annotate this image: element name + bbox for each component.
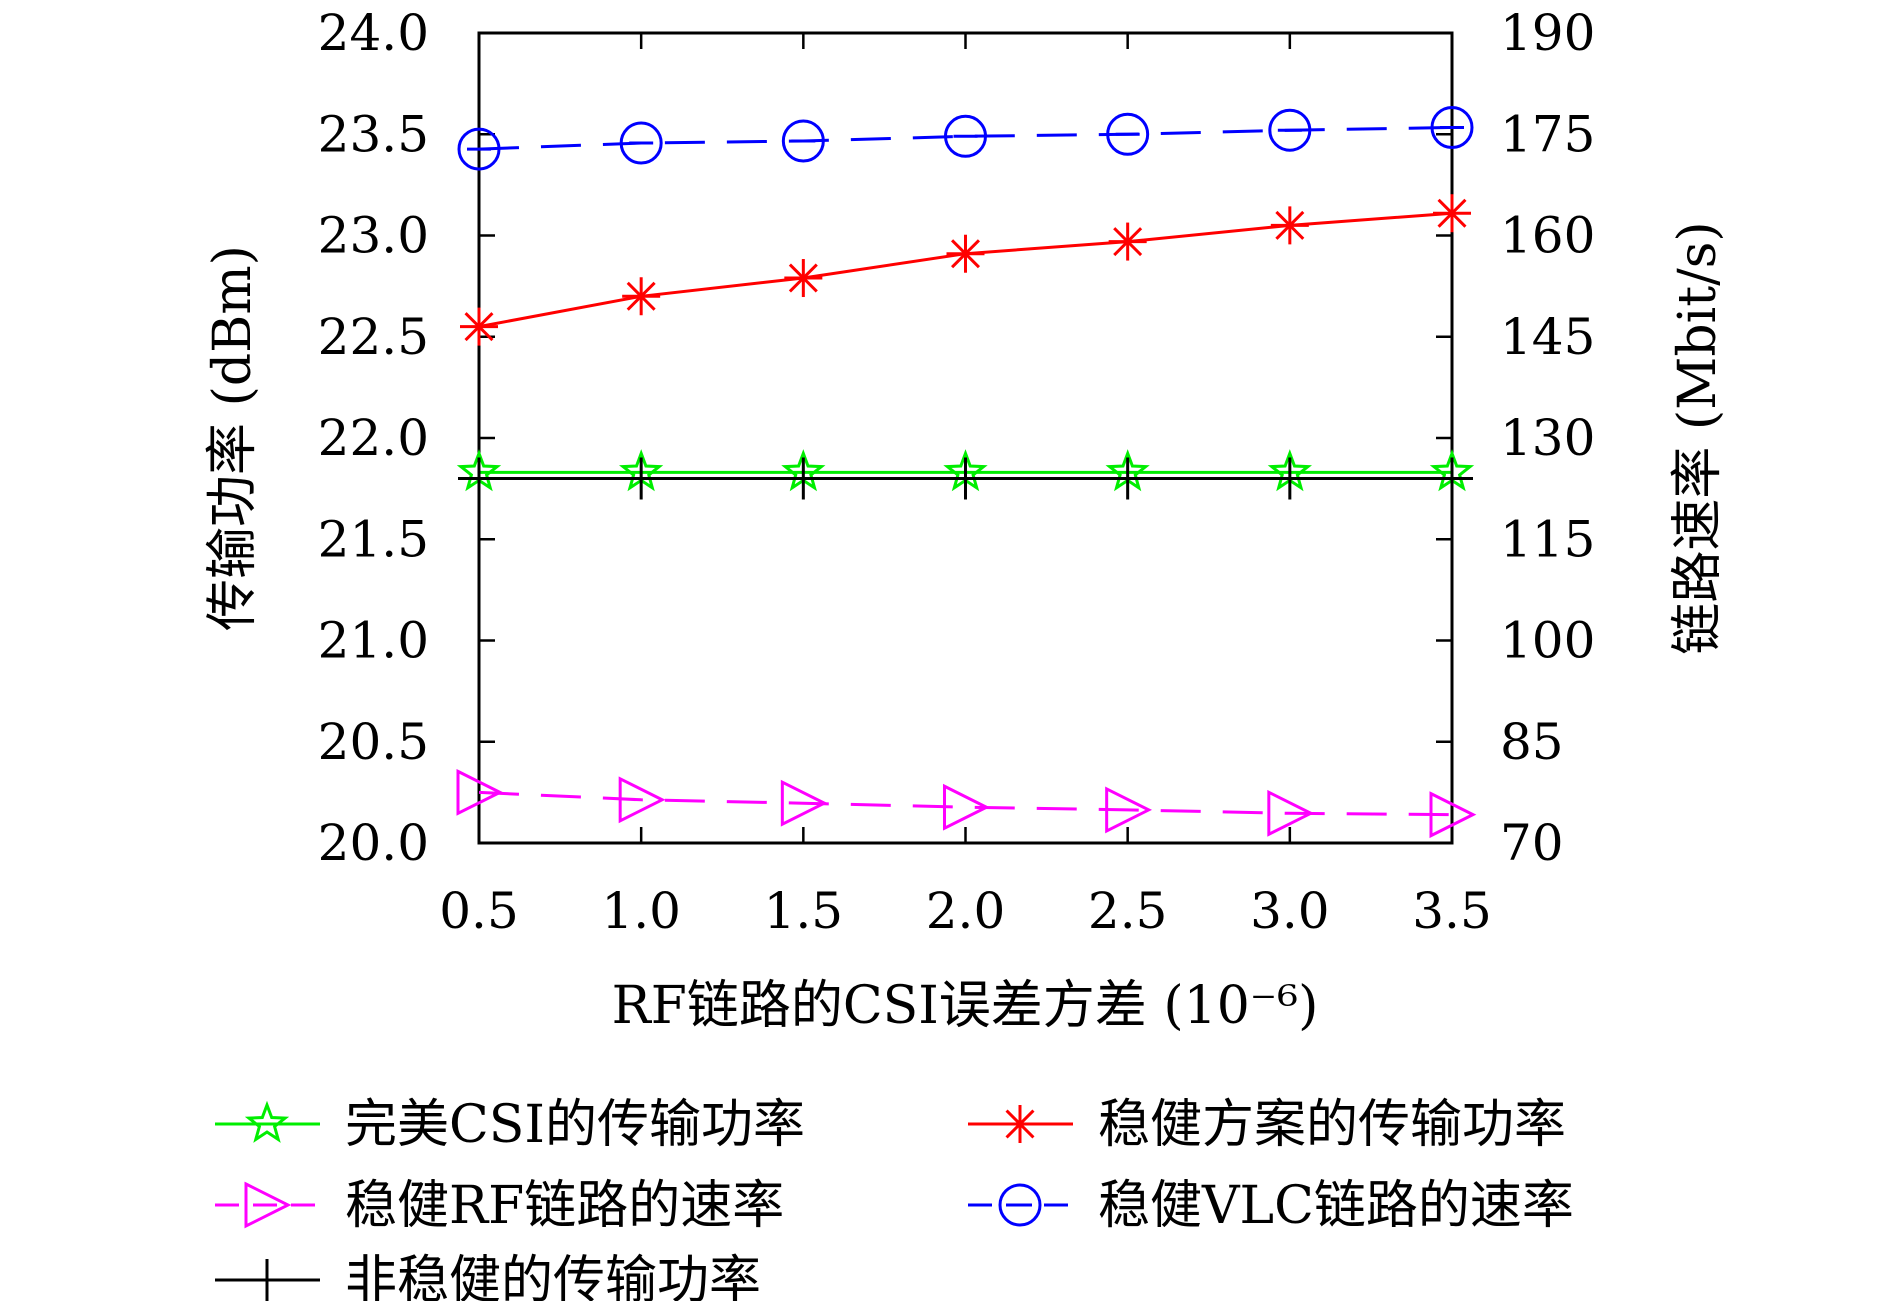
y-right-tick-label: 145: [1500, 308, 1595, 366]
x-tick-label: 3.0: [1250, 882, 1330, 940]
y-right-tick-label: 115: [1500, 510, 1595, 568]
y-right-tick-label: 175: [1500, 105, 1595, 163]
data-point: [1430, 106, 1474, 149]
data-point: [1105, 786, 1153, 834]
data-point: [619, 121, 663, 165]
data-point: [1270, 206, 1309, 245]
x-tick-label: 1.5: [764, 882, 844, 940]
x-tick-label: 1.0: [601, 882, 681, 940]
data-point: [781, 119, 825, 163]
asterisk-icon: [1001, 1105, 1039, 1143]
series-2: [456, 768, 1477, 839]
data-point: [1268, 108, 1312, 152]
legend-entry: 非稳健的传输功率: [215, 1251, 761, 1301]
y-left-tick-label: 23.0: [318, 207, 429, 265]
series-1: [460, 194, 1471, 346]
legend-entry: 稳健VLC链路的速率: [968, 1176, 1574, 1236]
x-axis-label: RF链路的CSI误差方差 (10⁻⁶): [612, 976, 1319, 1036]
y-left-tick-label: 23.5: [318, 105, 429, 163]
axis-tick-labels: 0.5 1.0 1.5 2.0 2.5 3.0 3.5 20.0 20.5 21.0 21.5 22.…: [318, 4, 1596, 940]
legend-label: 完美CSI的传输功率: [345, 1095, 805, 1155]
y-left-tick-label: 24.0: [318, 4, 429, 62]
legend-label: 稳健VLC链路的速率: [1098, 1176, 1574, 1236]
series-3: [457, 106, 1474, 171]
data-point: [1267, 789, 1315, 837]
data-point: [1106, 457, 1149, 500]
x-tick-label: 2.0: [926, 882, 1006, 940]
y-right-tick-label: 100: [1500, 612, 1595, 670]
circle-minus-icon: [998, 1183, 1042, 1227]
data-point: [1108, 222, 1147, 261]
data-point: [944, 114, 987, 158]
y-left-tick-label: 20.5: [318, 713, 429, 771]
y-left-tick-label: 21.5: [318, 510, 429, 568]
y-right-tick-label: 190: [1500, 4, 1595, 62]
data-point: [456, 768, 504, 816]
star-icon: [244, 1100, 290, 1143]
y-right-tick-label: 85: [1500, 713, 1564, 771]
legend-label: 非稳健的传输功率: [345, 1251, 761, 1301]
y-left-tick-label: 22.5: [318, 308, 429, 366]
y-left-tick-label: 20.0: [318, 814, 429, 872]
legend-label: 稳健RF链路的速率: [345, 1176, 784, 1236]
data-point: [1268, 457, 1311, 500]
y-right-tick-label: 70: [1500, 814, 1564, 872]
y-left-tick-label: 21.0: [318, 612, 429, 670]
data-point: [944, 457, 987, 500]
data-point: [946, 234, 985, 273]
legend-label: 稳健方案的传输功率: [1098, 1095, 1566, 1155]
data-point: [457, 127, 501, 171]
data-point: [620, 457, 663, 500]
x-tick-label: 2.5: [1088, 882, 1168, 940]
triangle-right-icon: [244, 1181, 292, 1229]
right-axis-label: 链路速率 (Mbit/s): [1668, 221, 1728, 654]
legend-entry: 稳健方案的传输功率: [968, 1095, 1566, 1155]
x-tick-label: 0.5: [439, 882, 519, 940]
data-point: [1106, 112, 1150, 156]
y-left-tick-label: 22.0: [318, 409, 429, 467]
left-axis-label: 传输功率 (dBm): [203, 245, 263, 631]
data-point: [1431, 457, 1473, 500]
data-point: [943, 783, 990, 831]
legend-entry: 稳健RF链路的速率: [215, 1176, 784, 1236]
data-point: [458, 457, 500, 500]
series-line: [478, 790, 1453, 817]
data-point: [460, 307, 498, 346]
x-tick-label: 3.5: [1412, 882, 1492, 940]
data-point: [618, 776, 666, 824]
data-point: [782, 457, 825, 500]
y-right-tick-label: 130: [1500, 409, 1595, 467]
data-point: [1429, 791, 1477, 839]
data-point: [784, 259, 823, 298]
data-series: [456, 106, 1477, 839]
data-point: [780, 779, 828, 827]
series-4: [458, 457, 1473, 500]
axis-ticks: [477, 31, 1454, 845]
plus-icon: [246, 1259, 288, 1301]
y-right-tick-label: 160: [1500, 207, 1595, 265]
legend-entry: 完美CSI的传输功率: [215, 1095, 805, 1155]
data-point: [622, 277, 661, 316]
data-point: [1433, 194, 1471, 233]
